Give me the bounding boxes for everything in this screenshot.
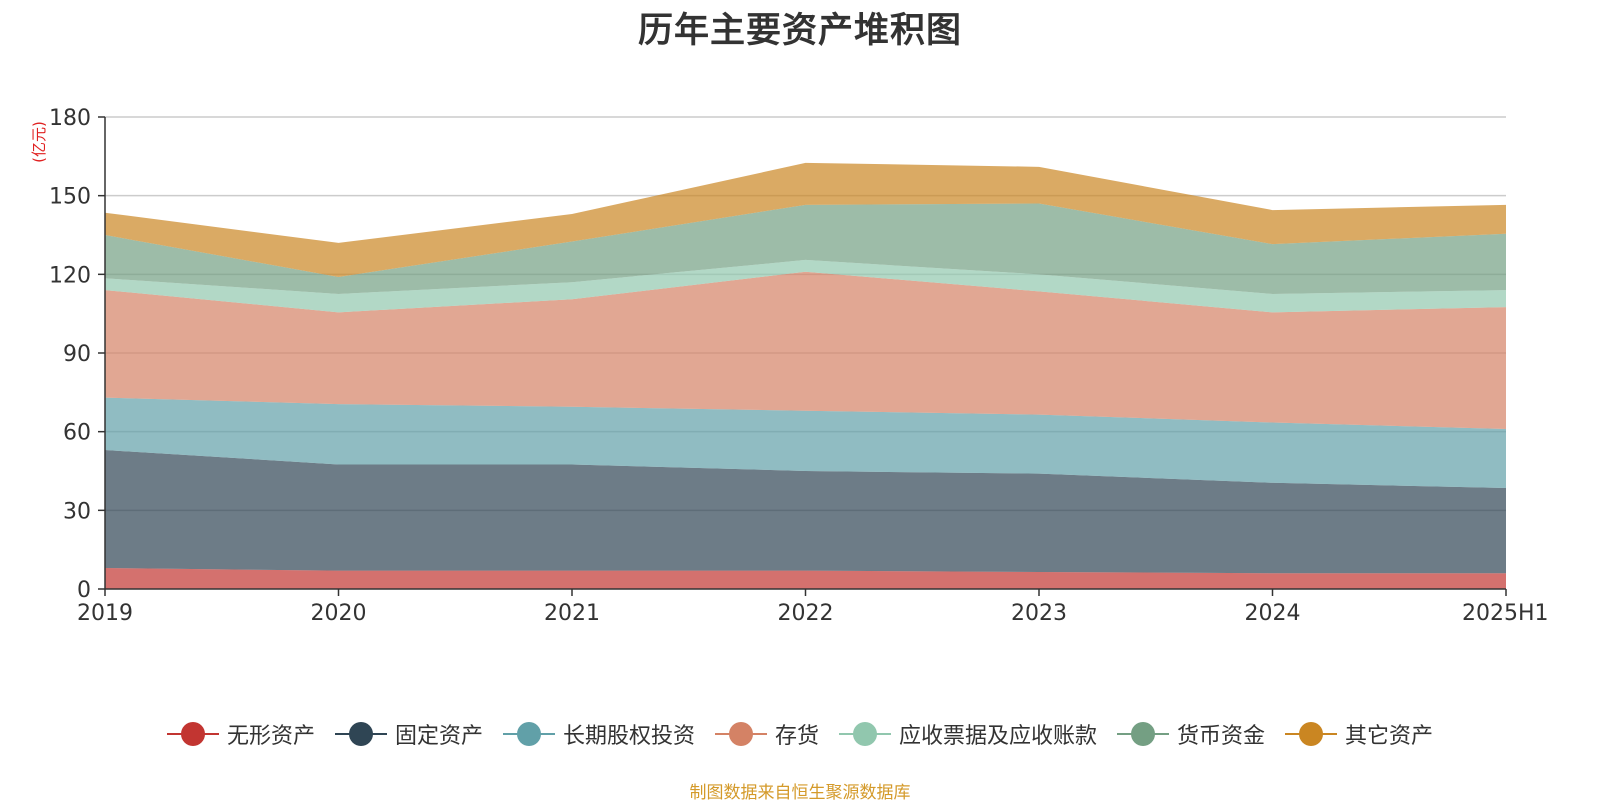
- legend-marker-icon: [166, 721, 219, 747]
- legend-label: 存货: [774, 724, 819, 749]
- chart-title: 历年主要资产堆积图: [637, 11, 962, 51]
- legend-marker-icon: [839, 721, 891, 747]
- y-tick-label: 90: [63, 342, 91, 367]
- x-tick-label: 2025H1: [1462, 601, 1549, 626]
- legend-item[interactable]: 长期股权投资: [502, 718, 695, 750]
- x-tick-label: 2024: [1245, 601, 1301, 626]
- y-tick-label: 0: [77, 578, 91, 603]
- legend-dot: [853, 722, 877, 746]
- legend-label: 固定资产: [394, 724, 483, 749]
- x-tick-label: 2020: [311, 601, 367, 626]
- legend-label: 长期股权投资: [562, 724, 695, 749]
- x-tick-label: 2021: [544, 601, 600, 626]
- legend-dot: [348, 722, 373, 746]
- legend-dot: [180, 722, 205, 746]
- y-tick-label: 180: [49, 106, 91, 131]
- legend-marker-icon: [502, 721, 555, 747]
- legend-item[interactable]: 应收票据及应收账款: [839, 718, 1097, 750]
- area-series-7: [105, 162, 1506, 277]
- area-series-5: [105, 259, 1506, 313]
- legend-dot: [728, 722, 753, 746]
- legend-label: 货币资金: [1177, 724, 1266, 749]
- area-series-4: [105, 271, 1506, 430]
- area-series-3: [105, 397, 1506, 489]
- source-note: 制图数据来自恒生聚源数据库: [689, 783, 911, 803]
- x-tick-label: 2023: [1011, 601, 1067, 626]
- tick-labels: 0 30 60 90 120 150 180 2019 2020 2021 2022 2023 2024…: [49, 106, 1549, 626]
- x-tick-label: 2022: [778, 601, 834, 626]
- legend-label: 应收票据及应收账款: [899, 724, 1098, 749]
- x-tick-label: 2019: [77, 601, 133, 626]
- legend-dot: [516, 722, 541, 746]
- y-tick-label: 120: [49, 263, 91, 288]
- legend-item[interactable]: 固定资产: [334, 718, 483, 750]
- legend: 无形资产 固定资产 长期股权投资 存货 应收票据及应收账款 货币资金 其它资产: [0, 718, 1600, 750]
- area-series-2: [105, 450, 1506, 574]
- area-series: [105, 162, 1506, 589]
- y-tick-label: 30: [63, 499, 91, 524]
- area-series-1: [105, 568, 1506, 589]
- y-tick-label: 150: [49, 185, 91, 210]
- legend-marker-icon: [334, 721, 387, 747]
- legend-item[interactable]: 存货: [714, 718, 819, 750]
- legend-item[interactable]: 货币资金: [1117, 718, 1265, 750]
- legend-dot: [1299, 722, 1324, 746]
- y-tick-label: 60: [63, 421, 91, 446]
- legend-item[interactable]: 无形资产: [166, 718, 315, 750]
- legend-item[interactable]: 其它资产: [1285, 718, 1433, 750]
- area-series-6: [105, 203, 1506, 294]
- y-axis-unit-label: (亿元): [30, 121, 48, 163]
- legend-dot: [1131, 722, 1156, 746]
- legend-marker-icon: [1285, 721, 1338, 747]
- legend-marker-icon: [714, 721, 767, 747]
- legend-label: 无形资产: [226, 724, 315, 749]
- legend-marker-icon: [1117, 721, 1170, 747]
- legend-label: 其它资产: [1345, 724, 1434, 749]
